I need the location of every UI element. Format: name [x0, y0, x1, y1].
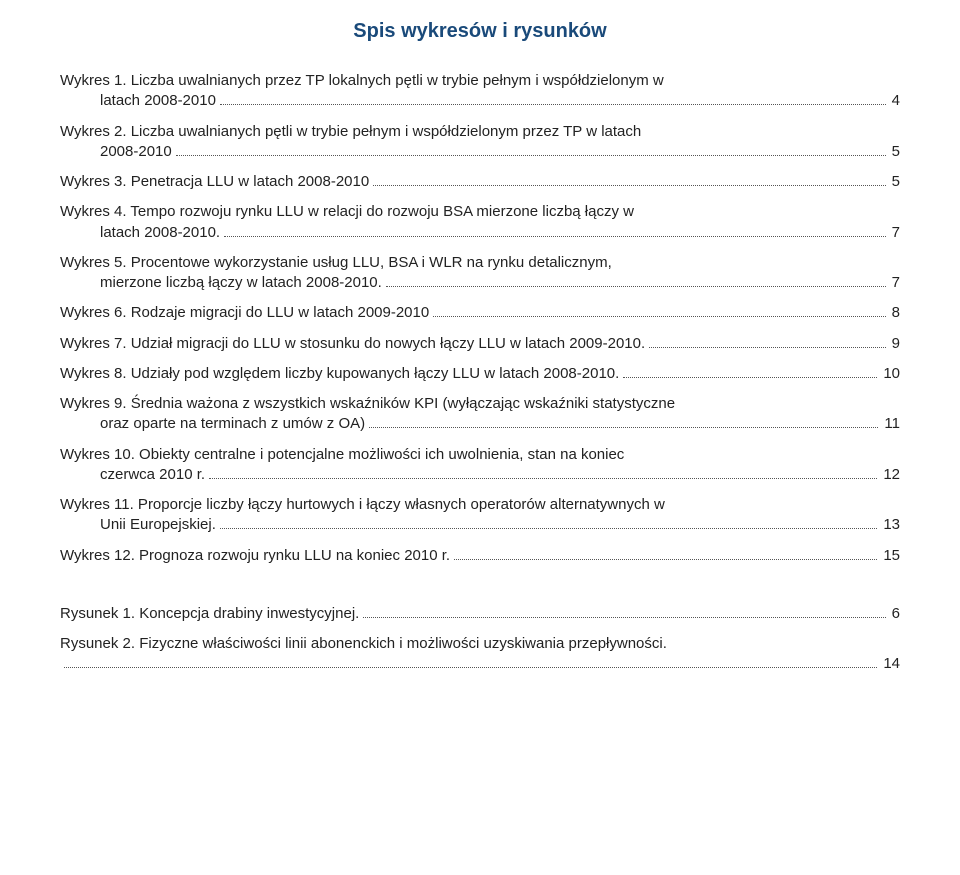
entry-tail: latach 2008-2010 [100, 91, 216, 111]
entry-lead: Wykres 2. Liczba uwalnianych pętli w try… [60, 123, 641, 140]
toc-entry: Wykres 2. Liczba uwalnianych pętli w try… [60, 122, 900, 163]
entry-page: 7 [890, 273, 900, 293]
leader-dots [363, 617, 885, 618]
entry-tail: Wykres 12. Prognoza rozwoju rynku LLU na… [60, 546, 450, 566]
toc-entry: Wykres 1. Liczba uwalnianych przez TP lo… [60, 71, 900, 112]
entry-lead: Wykres 5. Procentowe wykorzystanie usług… [60, 254, 612, 271]
entry-page: 13 [881, 515, 900, 535]
leader-dots [373, 185, 885, 186]
entry-tail: czerwca 2010 r. [100, 465, 205, 485]
leader-dots [220, 104, 886, 105]
entry-lead: Wykres 9. Średnia ważona z wszystkich ws… [60, 395, 675, 412]
toc-entry: Wykres 5. Procentowe wykorzystanie usług… [60, 253, 900, 294]
leader-dots [649, 347, 886, 348]
toc-entry: Wykres 6. Rodzaje migracji do LLU w lata… [60, 303, 900, 323]
leader-dots [454, 559, 877, 560]
entry-tail: Rysunek 1. Koncepcja drabiny inwestycyjn… [60, 604, 359, 624]
entry-page: 11 [882, 414, 900, 434]
leader-dots [209, 478, 877, 479]
entry-lead: Rysunek 2. Fizyczne właściwości linii ab… [60, 635, 667, 652]
entry-tail: Wykres 7. Udział migracji do LLU w stosu… [60, 334, 645, 354]
entry-tail: Wykres 6. Rodzaje migracji do LLU w lata… [60, 303, 429, 323]
entry-lead: Wykres 4. Tempo rozwoju rynku LLU w rela… [60, 203, 634, 220]
leader-dots [224, 236, 886, 237]
toc-entry: Wykres 7. Udział migracji do LLU w stosu… [60, 334, 900, 354]
leader-dots [386, 286, 886, 287]
toc-entry: Wykres 10. Obiekty centralne i potencjal… [60, 445, 900, 486]
toc-page: Spis wykresów i rysunków Wykres 1. Liczb… [0, 0, 960, 875]
entry-lead: Wykres 10. Obiekty centralne i potencjal… [60, 446, 624, 463]
entry-page: 5 [890, 172, 900, 192]
entry-page: 15 [881, 546, 900, 566]
entry-lead: Wykres 11. Proporcje liczby łączy hurtow… [60, 496, 665, 513]
section-gap [60, 576, 900, 604]
toc-entry: Wykres 11. Proporcje liczby łączy hurtow… [60, 495, 900, 536]
leader-dots [64, 667, 877, 668]
entry-page: 7 [890, 223, 900, 243]
toc-entry: Rysunek 1. Koncepcja drabiny inwestycyjn… [60, 604, 900, 624]
toc-entry: Wykres 3. Penetracja LLU w latach 2008-2… [60, 172, 900, 192]
leader-dots [433, 316, 885, 317]
entry-page: 5 [890, 142, 900, 162]
entry-page: 6 [890, 604, 900, 624]
entry-lead: Wykres 1. Liczba uwalnianych przez TP lo… [60, 72, 664, 89]
entry-tail: oraz oparte na terminach z umów z OA) [100, 414, 365, 434]
entry-page: 10 [881, 364, 900, 384]
entry-tail: mierzone liczbą łączy w latach 2008-2010… [100, 273, 382, 293]
toc-entry: Rysunek 2. Fizyczne właściwości linii ab… [60, 634, 900, 675]
entry-page: 14 [881, 654, 900, 674]
page-title: Spis wykresów i rysunków [60, 20, 900, 43]
leader-dots [176, 155, 886, 156]
toc-entry: Wykres 12. Prognoza rozwoju rynku LLU na… [60, 546, 900, 566]
entry-tail: Wykres 3. Penetracja LLU w latach 2008-2… [60, 172, 369, 192]
leader-dots [623, 377, 877, 378]
entry-page: 9 [890, 334, 900, 354]
entry-page: 8 [890, 303, 900, 323]
entry-tail: Wykres 8. Udziały pod względem liczby ku… [60, 364, 619, 384]
entry-tail: 2008-2010 [100, 142, 172, 162]
entry-tail: Unii Europejskiej. [100, 515, 216, 535]
toc-entry: Wykres 4. Tempo rozwoju rynku LLU w rela… [60, 202, 900, 243]
toc-entry: Wykres 8. Udziały pod względem liczby ku… [60, 364, 900, 384]
toc-entry: Wykres 9. Średnia ważona z wszystkich ws… [60, 394, 900, 435]
leader-dots [220, 528, 877, 529]
leader-dots [369, 427, 878, 428]
entry-page: 4 [890, 91, 900, 111]
entry-page: 12 [881, 465, 900, 485]
entry-tail: latach 2008-2010. [100, 223, 220, 243]
